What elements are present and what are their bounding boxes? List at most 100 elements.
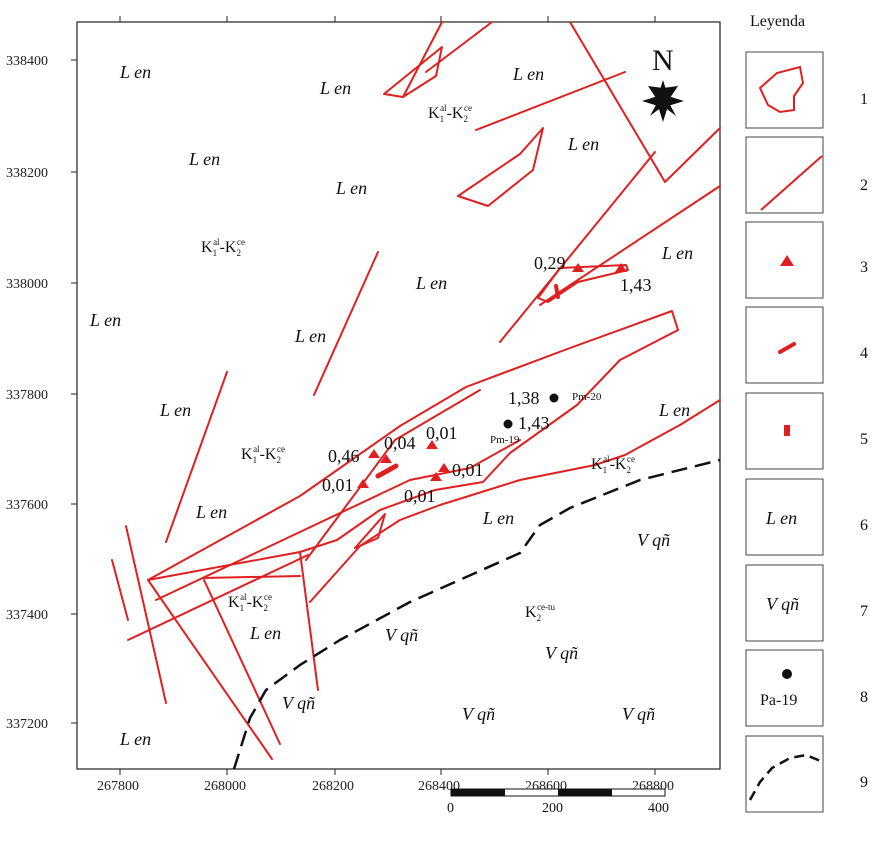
svg-text:1: 1 <box>860 91 868 108</box>
unit-label: L en <box>512 64 544 84</box>
sample-triangle <box>380 454 392 463</box>
y-tick-label: 337400 <box>6 608 48 623</box>
value-label: 1,38 <box>508 388 540 408</box>
fault-polygon <box>457 127 544 207</box>
map-frame <box>76 21 721 770</box>
fault-line-icon <box>760 155 823 211</box>
fault <box>127 554 309 641</box>
fault <box>425 21 493 73</box>
unit-label: V qñ <box>282 693 315 713</box>
well-label: Pm-20 <box>572 391 602 403</box>
x-tick-label: 268400 <box>418 779 460 794</box>
well-label: Pm-19 <box>490 434 520 446</box>
well-point-icon <box>782 669 792 679</box>
unit-label: L en <box>335 178 367 198</box>
fault-polygon <box>383 46 443 98</box>
y-tick-label: 338400 <box>6 54 48 69</box>
y-tick-label: 337600 <box>6 498 48 513</box>
svg-text:200: 200 <box>542 801 563 816</box>
x-tick-label: 267800 <box>97 779 139 794</box>
svg-text:6: 6 <box>860 517 868 534</box>
svg-text:K1al-K2ce: K1al-K2ce <box>228 592 272 613</box>
geologic-contact <box>232 458 721 770</box>
value-label: 0,01 <box>404 486 436 506</box>
north-arrow-icon: N <box>642 44 684 122</box>
unit-label: L en <box>294 326 326 346</box>
legend-title: Leyenda <box>750 13 805 30</box>
well-swatch-label: Pa-19 <box>760 692 797 709</box>
svg-text:2: 2 <box>860 177 868 194</box>
unit-label: V qñ <box>462 704 495 724</box>
value-label: 1,43 <box>620 275 652 295</box>
y-tick-label: 338200 <box>6 166 48 181</box>
unit-label: L en <box>658 400 690 420</box>
y-tick-label: 337800 <box>6 388 48 403</box>
well-point <box>549 393 559 403</box>
unit-label: L en <box>89 310 121 330</box>
triangle-sample-icon <box>780 255 794 266</box>
unit-label: V qñ <box>385 625 418 645</box>
svg-text:7: 7 <box>860 603 868 620</box>
fault <box>313 251 379 396</box>
unit-label: L en <box>195 502 227 522</box>
fault <box>305 389 481 561</box>
formation-label: K2ce-tu <box>525 602 556 623</box>
formation-label: K1al-K2ce <box>228 592 272 613</box>
unit-label: V qñ <box>622 704 655 724</box>
value-label: 0,46 <box>328 446 360 466</box>
fault-lines <box>111 21 721 760</box>
unit-label: L en <box>249 623 281 643</box>
fault <box>147 579 273 760</box>
len-unit-swatch: L en <box>765 508 797 528</box>
svg-text:K1al-K2ce: K1al-K2ce <box>428 103 472 124</box>
unit-label: L en <box>188 149 220 169</box>
svg-text:8: 8 <box>860 689 868 706</box>
fault <box>299 551 319 691</box>
unit-label: L en <box>567 134 599 154</box>
fault <box>125 525 167 704</box>
scale-bar: 0 200 400 <box>447 788 669 816</box>
sample-triangle <box>430 472 442 481</box>
svg-text:K1al-K2ce: K1al-K2ce <box>201 237 245 258</box>
fault-polygon <box>147 310 679 581</box>
svg-text:K1al-K2ce: K1al-K2ce <box>241 444 285 465</box>
unit-label: V qñ <box>637 530 670 550</box>
well-point <box>503 419 513 429</box>
fault <box>309 399 721 603</box>
value-label: 0,29 <box>534 253 566 273</box>
x-axis <box>119 16 656 775</box>
fault <box>165 371 228 543</box>
svg-text:0: 0 <box>447 801 454 816</box>
sample-triangle <box>572 263 584 272</box>
vqn-unit-swatch: V qñ <box>766 594 799 614</box>
svg-text:N: N <box>652 44 674 77</box>
y-tick-label: 338000 <box>6 277 48 292</box>
ore-lens <box>375 463 399 479</box>
svg-text:3: 3 <box>860 259 868 276</box>
y-tick-label: 337200 <box>6 717 48 732</box>
svg-text:4: 4 <box>860 345 868 362</box>
sample-points <box>357 263 627 488</box>
svg-text:400: 400 <box>648 801 669 816</box>
svg-text:K1al-K2ce: K1al-K2ce <box>591 454 635 475</box>
unit-label: L en <box>119 729 151 749</box>
unit-label: L en <box>159 400 191 420</box>
value-label: 0,01 <box>452 460 484 480</box>
fault-polygon <box>537 264 629 303</box>
fault <box>402 21 443 98</box>
ore-lens-icon <box>778 342 796 354</box>
contact-dashed-icon <box>748 753 824 801</box>
formation-label: K1al-K2ce <box>201 237 245 258</box>
unit-label: L en <box>319 78 351 98</box>
y-axis <box>71 59 77 724</box>
unit-label: V qñ <box>545 643 578 663</box>
sample-triangle <box>426 440 438 449</box>
value-label: 1,43 <box>518 413 550 433</box>
fault <box>155 439 521 601</box>
unit-label: L en <box>415 273 447 293</box>
fault <box>554 284 560 299</box>
closed-fault-polygon-icon <box>758 65 805 114</box>
sample-triangle <box>368 449 380 458</box>
fault <box>111 559 129 621</box>
